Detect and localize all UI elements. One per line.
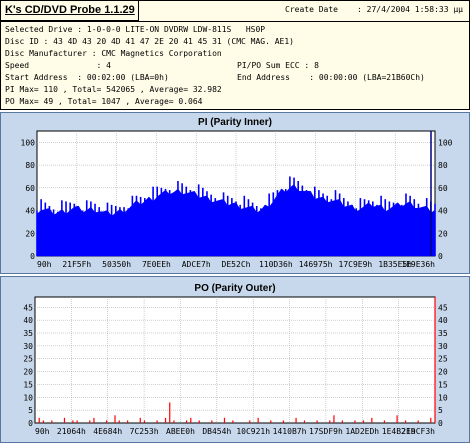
pi-ytick-right: 40 — [438, 207, 448, 216]
po-plot-area — [34, 296, 436, 424]
pi-ytick-right: 0 — [438, 252, 443, 261]
po-ytick-right: 0 — [438, 419, 443, 428]
pi-chart-title: PI (Parity Inner) — [198, 117, 272, 128]
speed: Speed : 4 — [5, 61, 111, 70]
po-chart-title: PO (Parity Outer) — [194, 283, 276, 294]
po-ytick-right: 35 — [438, 329, 448, 338]
po-ytick-right: 5 — [438, 406, 443, 415]
po-xtick-label: DB454h — [202, 427, 231, 436]
create-date-value: : 27/4/2004 1:58:33 μμ — [357, 5, 463, 14]
po-ytick-right: 30 — [438, 342, 448, 351]
pi-xtick-label: DE52Ch — [222, 260, 251, 269]
po-ytick-left: 45 — [23, 303, 33, 312]
po-xtick-label: 90h — [35, 427, 50, 436]
app-title-box: K's CD/DVD Probe 1.1.29 — [1, 1, 139, 21]
po-xtick-label: 1410B7h — [273, 427, 307, 436]
pi-xtick-label: 146975h — [299, 260, 333, 269]
po-ytick-right: 40 — [438, 316, 448, 325]
po-xtick-label: 219CF3h — [401, 427, 435, 436]
po-ytick-left: 0 — [28, 419, 33, 428]
pi-ytick-right: 60 — [438, 184, 448, 193]
app-title: K's CD/DVD Probe 1.1.29 — [5, 4, 135, 16]
pi-ytick-left: 40 — [25, 207, 35, 216]
po-ytick-right: 15 — [438, 380, 448, 389]
pipo-sum-ecc: PI/PO Sum ECC : 8 — [237, 61, 319, 70]
pi-ytick-left: 0 — [30, 252, 35, 261]
end-address: End Address : 00:00:00 (LBA=21B60Ch) — [237, 73, 425, 82]
header-divider — [1, 21, 469, 22]
po-xtick-label: 21064h — [57, 427, 86, 436]
pi-chart: 0 20 40 60 80 100 0 20 40 60 80 100 90h 21F5Fh 50350h 7… — [21, 130, 453, 269]
po-xtick-label: 10C921h — [236, 427, 270, 436]
pi-chart-panel: PI (Parity Inner) 0 20 40 60 80 100 0 20 40 60 80 1… — [0, 112, 470, 274]
start-address: Start Address : 00:02:00 (LBA=0h) — [5, 73, 169, 82]
po-ytick-right: 20 — [438, 368, 448, 377]
disc-manufacturer: Disc Manufacturer : CMC Magnetics Corpor… — [5, 49, 222, 58]
po-ytick-right: 25 — [438, 355, 448, 364]
pi-ytick-left: 20 — [25, 229, 35, 238]
po-ytick-left: 30 — [23, 342, 33, 351]
info-panel: K's CD/DVD Probe 1.1.29 Create Date : 27… — [0, 0, 470, 110]
po-ytick-left: 5 — [28, 406, 33, 415]
pi-xtick-label: 50350h — [102, 260, 131, 269]
pi-xtick-label: 1E9E36h — [401, 260, 435, 269]
pi-xtick-label: 90h — [37, 260, 52, 269]
po-ytick-right: 10 — [438, 393, 448, 402]
pi-ytick-right: 100 — [438, 138, 453, 147]
pi-ytick-left: 80 — [25, 161, 35, 170]
pi-xtick-label: ADCE7h — [182, 260, 211, 269]
po-stats: PO Max= 49 , Total= 1047 , Average= 0.06… — [5, 97, 203, 106]
po-ytick-right: 45 — [438, 303, 448, 312]
pi-xtick-label: 17C9E9h — [339, 260, 373, 269]
po-ytick-left: 20 — [23, 368, 33, 377]
pi-xtick-label: 21F5Fh — [62, 260, 91, 269]
po-ytick-left: 25 — [23, 355, 33, 364]
pi-ytick-left: 60 — [25, 184, 35, 193]
pi-ytick-left: 100 — [21, 138, 36, 147]
pi-xtick-label: 1B35E5h — [378, 260, 412, 269]
po-ytick-left: 35 — [23, 329, 33, 338]
po-chart-panel: PO (Parity Outer) 0 5 10 15 20 25 30 35 40 45 0 5 10… — [0, 276, 470, 443]
po-xtick-label: 7C253h — [130, 427, 159, 436]
po-xtick-label: 17SDF9h — [309, 427, 343, 436]
po-ytick-left: 10 — [23, 393, 33, 402]
po-xtick-label: 4E684h — [93, 427, 122, 436]
po-xtick-label: ABEE0h — [166, 427, 195, 436]
po-ytick-left: 15 — [23, 380, 33, 389]
po-xtick-label: 1E4B2Fh — [382, 427, 416, 436]
po-xtick-label: 1AD2EDh — [345, 427, 379, 436]
pi-xtick-label: 110D36h — [259, 260, 293, 269]
pi-ytick-right: 20 — [438, 229, 448, 238]
create-date-label: Create Date — [285, 5, 338, 14]
po-chart: 0 5 10 15 20 25 30 35 40 45 0 5 10 15 20 25 30 35 40 45 90h 2… — [23, 296, 448, 436]
pi-xtick-label: 7E0EEh — [142, 260, 171, 269]
pi-ytick-right: 80 — [438, 161, 448, 170]
pi-stats: PI Max= 110 , Total= 542065 , Average= 3… — [5, 85, 222, 94]
disc-id: Disc ID : 43 4D 43 20 4D 41 47 2E 20 41 … — [5, 37, 294, 46]
selected-drive: Selected Drive : 1-0-0-0 LITE-ON DVDRW L… — [5, 25, 266, 34]
po-ytick-left: 40 — [23, 316, 33, 325]
